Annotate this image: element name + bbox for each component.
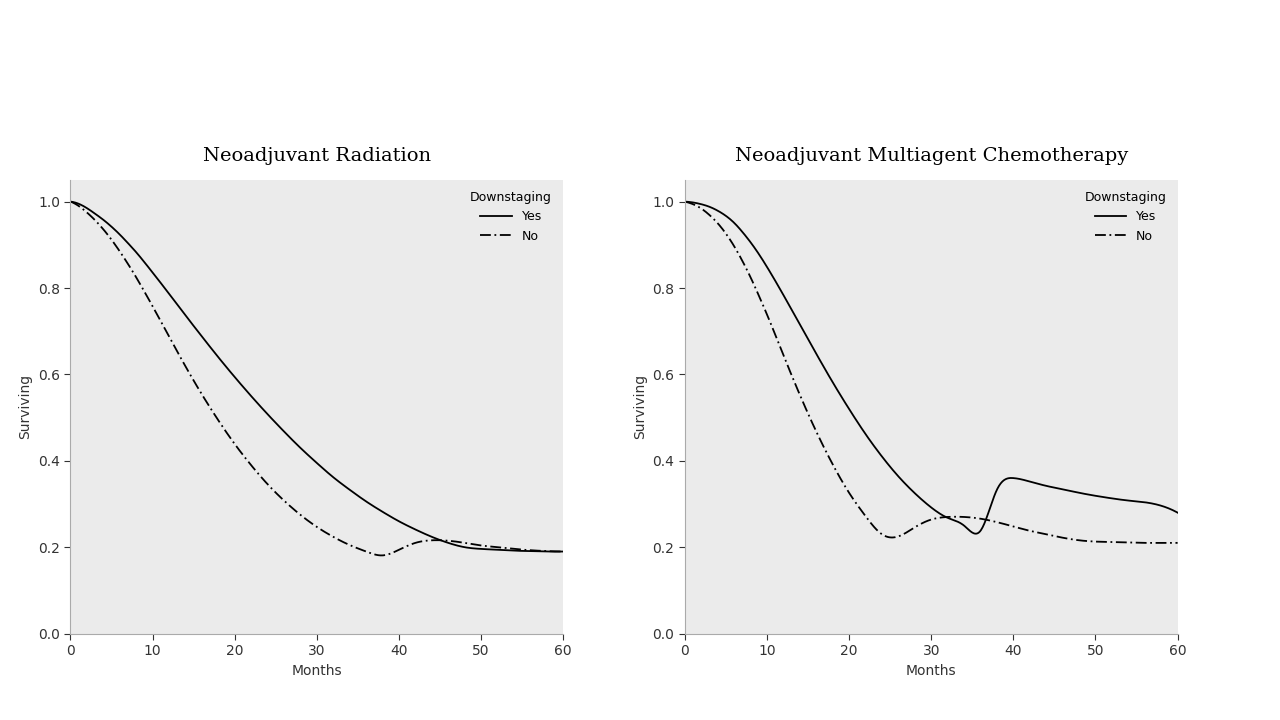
Y-axis label: Surviving: Surviving	[18, 374, 32, 439]
Legend: Yes, No: Yes, No	[1079, 186, 1171, 248]
X-axis label: Months: Months	[292, 664, 342, 678]
Title: Neoadjuvant Radiation: Neoadjuvant Radiation	[202, 147, 431, 165]
X-axis label: Months: Months	[906, 664, 956, 678]
Y-axis label: Surviving: Surviving	[632, 374, 646, 439]
Title: Neoadjuvant Multiagent Chemotherapy: Neoadjuvant Multiagent Chemotherapy	[735, 147, 1128, 165]
Legend: Yes, No: Yes, No	[465, 186, 557, 248]
